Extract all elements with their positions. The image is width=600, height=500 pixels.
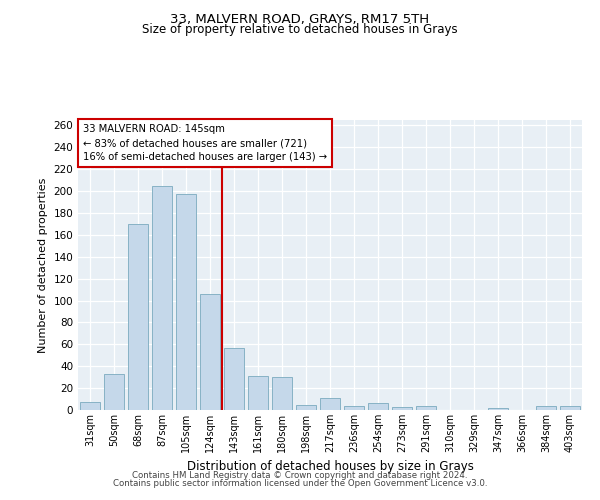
- Bar: [272, 377, 292, 410]
- Y-axis label: Number of detached properties: Number of detached properties: [38, 178, 48, 352]
- Bar: [152, 186, 172, 410]
- Bar: [296, 404, 316, 410]
- Bar: [344, 406, 364, 410]
- Text: Contains public sector information licensed under the Open Government Licence v3: Contains public sector information licen…: [113, 478, 487, 488]
- Bar: [536, 406, 556, 410]
- Bar: [320, 398, 340, 410]
- Bar: [200, 294, 220, 410]
- Bar: [128, 224, 148, 410]
- Bar: [488, 408, 508, 410]
- Bar: [176, 194, 196, 410]
- Bar: [368, 404, 388, 410]
- Bar: [80, 402, 100, 410]
- Text: 33, MALVERN ROAD, GRAYS, RM17 5TH: 33, MALVERN ROAD, GRAYS, RM17 5TH: [170, 12, 430, 26]
- X-axis label: Distribution of detached houses by size in Grays: Distribution of detached houses by size …: [187, 460, 473, 473]
- Text: Size of property relative to detached houses in Grays: Size of property relative to detached ho…: [142, 22, 458, 36]
- Bar: [104, 374, 124, 410]
- Bar: [224, 348, 244, 410]
- Bar: [392, 406, 412, 410]
- Text: 33 MALVERN ROAD: 145sqm
← 83% of detached houses are smaller (721)
16% of semi-d: 33 MALVERN ROAD: 145sqm ← 83% of detache…: [83, 124, 327, 162]
- Bar: [248, 376, 268, 410]
- Text: Contains HM Land Registry data © Crown copyright and database right 2024.: Contains HM Land Registry data © Crown c…: [132, 471, 468, 480]
- Bar: [416, 406, 436, 410]
- Bar: [560, 406, 580, 410]
